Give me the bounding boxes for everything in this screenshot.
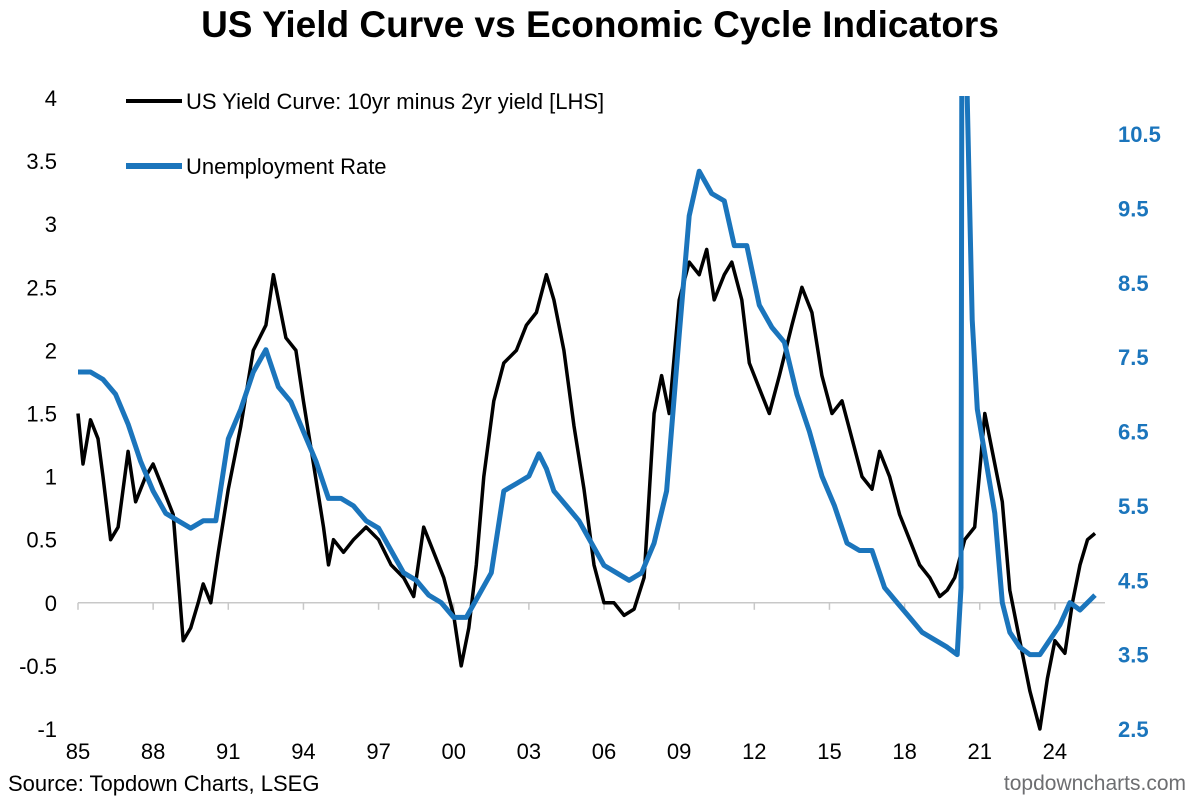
y-left-tick-label: 1 <box>45 465 57 490</box>
y-left-tick-label: 0.5 <box>26 528 57 553</box>
legend-label: Unemployment Rate <box>186 154 387 179</box>
x-tick-label: 21 <box>968 739 992 764</box>
x-tick-label: 09 <box>667 739 691 764</box>
y-left-tick-label: 3.5 <box>26 149 57 174</box>
x-tick-label: 00 <box>441 739 465 764</box>
legend-label: US Yield Curve: 10yr minus 2yr yield [LH… <box>186 89 604 114</box>
y-left-tick-label: 3 <box>45 212 57 237</box>
yield-curve-line <box>76 247 1097 731</box>
x-tick-label: 06 <box>592 739 616 764</box>
x-tick-label: 85 <box>66 739 90 764</box>
source-note: Source: Topdown Charts, LSEG <box>8 771 320 796</box>
y-left-tick-label: 0 <box>45 591 57 616</box>
credit-watermark: topdowncharts.com <box>1003 772 1186 795</box>
unemployment-rate-line <box>78 96 1097 658</box>
x-tick-label: 88 <box>141 739 165 764</box>
x-tick-label: 15 <box>817 739 841 764</box>
legend: US Yield Curve: 10yr minus 2yr yield [LH… <box>126 89 604 179</box>
x-tick-label: 12 <box>742 739 766 764</box>
y-left-tick-label: -1 <box>37 717 57 742</box>
y-right-tick-label: 9.5 <box>1118 196 1149 221</box>
y-left-tick-label: 1.5 <box>26 402 57 427</box>
x-tick-label: 24 <box>1043 739 1067 764</box>
y-left-tick-label: 4 <box>45 86 57 111</box>
x-tick-label: 03 <box>517 739 541 764</box>
y-right-tick-label: 2.5 <box>1118 717 1149 742</box>
y-right-tick-label: 3.5 <box>1118 643 1149 668</box>
y-right-tick-label: 4.5 <box>1118 568 1149 593</box>
y-right-tick-label: 10.5 <box>1118 122 1161 147</box>
y-right-tick-label: 7.5 <box>1118 345 1149 370</box>
x-tick-label: 97 <box>366 739 390 764</box>
y-right-tick-label: 8.5 <box>1118 271 1149 296</box>
x-tick-label: 18 <box>892 739 916 764</box>
y-right-tick-label: 6.5 <box>1118 420 1149 445</box>
y-right-tick-label: 5.5 <box>1118 494 1149 519</box>
x-tick-label: 91 <box>216 739 240 764</box>
chart-title: US Yield Curve vs Economic Cycle Indicat… <box>201 4 999 45</box>
y-left-tick-label: 2 <box>45 338 57 363</box>
axes-layer: 85 88 91 94 97 00 03 06 09 12 15 18 21 24-1-0.500.511… <box>19 86 1161 764</box>
y-left-tick-label: 2.5 <box>26 275 57 300</box>
x-tick-label: 94 <box>291 739 315 764</box>
series-layer <box>76 96 1097 731</box>
y-left-tick-label: -0.5 <box>19 654 57 679</box>
